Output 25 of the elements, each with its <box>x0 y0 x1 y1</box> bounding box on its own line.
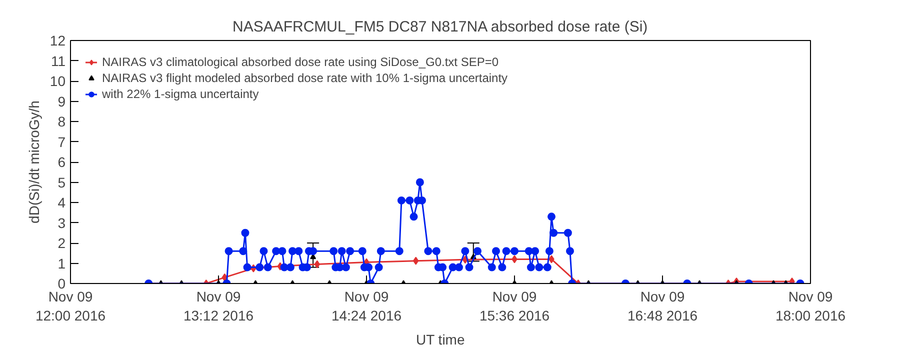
y-tick-label: 11 <box>50 52 66 69</box>
x-tick-label: Nov 09 15:36 2016 <box>479 288 550 324</box>
y-tick-label: 7 <box>58 134 66 150</box>
y-tick-label: 8 <box>58 114 66 130</box>
x-tick-label: Nov 09 13:12 2016 <box>183 288 254 324</box>
x-tick-label: Nov 09 18:00 2016 <box>775 288 846 324</box>
y-tick-label: 2 <box>58 235 66 251</box>
y-tick-label: 5 <box>58 174 66 190</box>
y-tick-label: 6 <box>58 154 66 170</box>
y-tick-label: 1 <box>58 255 66 272</box>
y-tick-label: 10 <box>50 73 66 89</box>
x-tick-label: Nov 09 16:48 2016 <box>627 288 698 324</box>
y-axis-title: dD(Si)/dt microGy/h <box>26 100 42 224</box>
y-tick-label: 12 <box>50 32 66 48</box>
x-tick-label: Nov 09 14:24 2016 <box>331 288 402 324</box>
x-axis-title: UT time <box>416 332 465 348</box>
legend-label: with 22% 1-sigma uncertainty <box>102 87 259 101</box>
x-tick-label: Nov 09 12:00 2016 <box>35 288 106 324</box>
y-tick-label: 9 <box>58 93 66 110</box>
legend-label: NAIRAS v3 climatological absorbed dose rate using SiDose_G0.txt SEP=0 <box>102 55 499 69</box>
y-tick-label: 0 <box>58 276 66 292</box>
chart-title: NASAAFRCMUL_FM5 DC87 N817NA absorbed dose rate (Si) <box>232 18 648 36</box>
y-tick-label: 4 <box>58 194 66 210</box>
y-tick-label: 3 <box>58 214 66 231</box>
legend-label: NAIRAS v3 flight modeled absorbed dose rate with 10% 1-sigma uncertainty <box>102 71 508 85</box>
